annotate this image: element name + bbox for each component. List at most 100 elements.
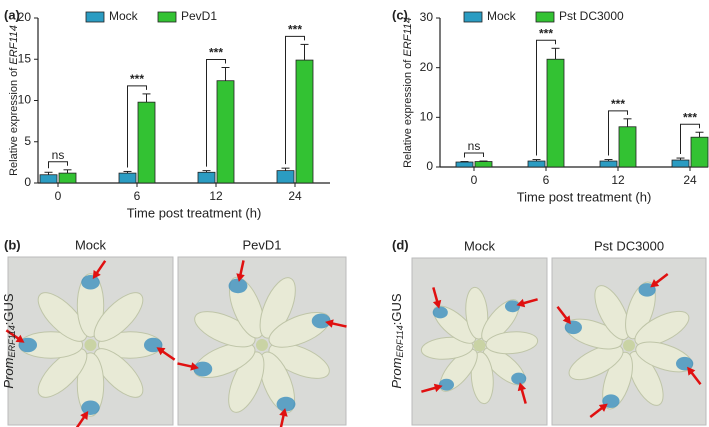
rosette-center	[256, 339, 268, 351]
y-axis-label: Relative expression of ERF114	[402, 17, 414, 168]
arrow-head	[325, 319, 334, 328]
bar	[671, 159, 690, 168]
significance-bracket	[48, 161, 68, 169]
gus-stain	[311, 313, 331, 329]
gus-stain	[276, 396, 296, 412]
side-label-part: :GUS	[389, 293, 404, 325]
leaf	[470, 351, 494, 405]
leaf	[627, 351, 664, 406]
significance-bracket	[536, 39, 556, 156]
bar	[295, 59, 314, 184]
y-tick-label: 0	[24, 175, 31, 189]
x-tick-label: 0	[55, 189, 62, 203]
x-tick-label: 6	[543, 173, 550, 187]
y-axis-label-part: Relative expression of	[8, 65, 20, 176]
significance-label: ***	[288, 23, 302, 37]
photo-title: Mock	[464, 238, 496, 253]
panel-label: (c)	[392, 7, 408, 22]
leaf	[228, 351, 265, 413]
leaf	[76, 273, 105, 338]
arrow-head	[156, 347, 166, 356]
panel-label: (b)	[4, 237, 21, 252]
x-tick-label: 12	[209, 189, 223, 203]
legend-label: Mock	[487, 9, 517, 23]
side-label-part: Prom	[1, 357, 16, 388]
bar	[546, 58, 565, 168]
legend-swatch	[157, 11, 177, 23]
side-label-part: :GUS	[1, 293, 16, 325]
gus-stain	[432, 306, 448, 319]
leaf	[93, 292, 144, 342]
bar	[137, 101, 156, 184]
y-tick-label: 10	[420, 110, 434, 124]
significance-bracket	[464, 152, 484, 158]
leaf	[37, 348, 88, 398]
legend-swatch	[463, 11, 483, 23]
bar	[39, 174, 58, 184]
y-tick-label: 30	[420, 10, 434, 24]
y-axis-label-part: Relative expression of	[402, 57, 414, 168]
significance-bracket	[206, 59, 226, 167]
significance-bracket	[285, 35, 305, 165]
leaf	[259, 277, 296, 339]
y-tick-label: 20	[420, 60, 434, 74]
side-label-part: ERF114	[7, 325, 17, 357]
rosette-center	[84, 339, 97, 351]
y-tick-label: 10	[18, 93, 32, 107]
significance-label: ***	[130, 72, 144, 86]
y-axis-label: Relative expression of ERF114	[8, 25, 20, 176]
significance-label: ***	[209, 46, 223, 60]
leaf	[37, 292, 88, 342]
bar	[455, 161, 474, 168]
leaf	[93, 348, 144, 398]
gus-stain	[193, 361, 213, 377]
arrow-head	[190, 362, 199, 371]
leaf	[194, 311, 256, 348]
arrow-head	[433, 383, 443, 393]
arrow-head	[516, 298, 526, 308]
y-tick-label: 15	[18, 51, 32, 65]
gus-stain	[564, 320, 582, 335]
significance-label: ***	[611, 97, 625, 111]
arrow-head	[687, 366, 696, 376]
rosette-center	[473, 339, 486, 352]
leaf	[568, 344, 624, 381]
y-tick-label: 20	[18, 10, 32, 24]
arrow-head	[650, 279, 660, 288]
legend-swatch	[535, 11, 555, 23]
arrow-head	[92, 270, 101, 279]
arrow-head	[15, 334, 25, 343]
legend-swatch	[85, 11, 105, 23]
bar	[599, 160, 618, 168]
panel-label: (d)	[392, 237, 409, 252]
significance-bracket	[127, 85, 147, 168]
arrow-head	[279, 408, 288, 417]
x-tick-label: 24	[288, 189, 302, 203]
x-axis-label: Time post treatment (h)	[517, 189, 652, 204]
legend-label: Mock	[109, 9, 139, 23]
leaf	[634, 310, 690, 347]
gus-stain	[438, 378, 455, 391]
photo-title: PevD1	[242, 237, 281, 252]
bar	[276, 170, 295, 184]
bar	[474, 161, 493, 168]
significance-label: ***	[683, 110, 697, 124]
legend-label: PevD1	[181, 9, 217, 23]
arrow-head	[432, 299, 442, 309]
leaf	[485, 331, 539, 355]
arrow-head	[517, 382, 527, 392]
bar	[618, 126, 637, 168]
leaf	[268, 342, 330, 379]
x-tick-label: 0	[471, 173, 478, 187]
photo-title: Pst DC3000	[594, 238, 664, 253]
side-label: PromERF114:GUS	[1, 293, 17, 389]
bar	[216, 80, 235, 184]
x-tick-label: 12	[611, 173, 625, 187]
bar	[118, 172, 137, 184]
x-tick-label: 6	[134, 189, 141, 203]
gus-stain	[81, 275, 100, 290]
photo-title: Mock	[75, 237, 107, 252]
bar	[690, 136, 709, 168]
y-tick-label: 5	[24, 134, 31, 148]
